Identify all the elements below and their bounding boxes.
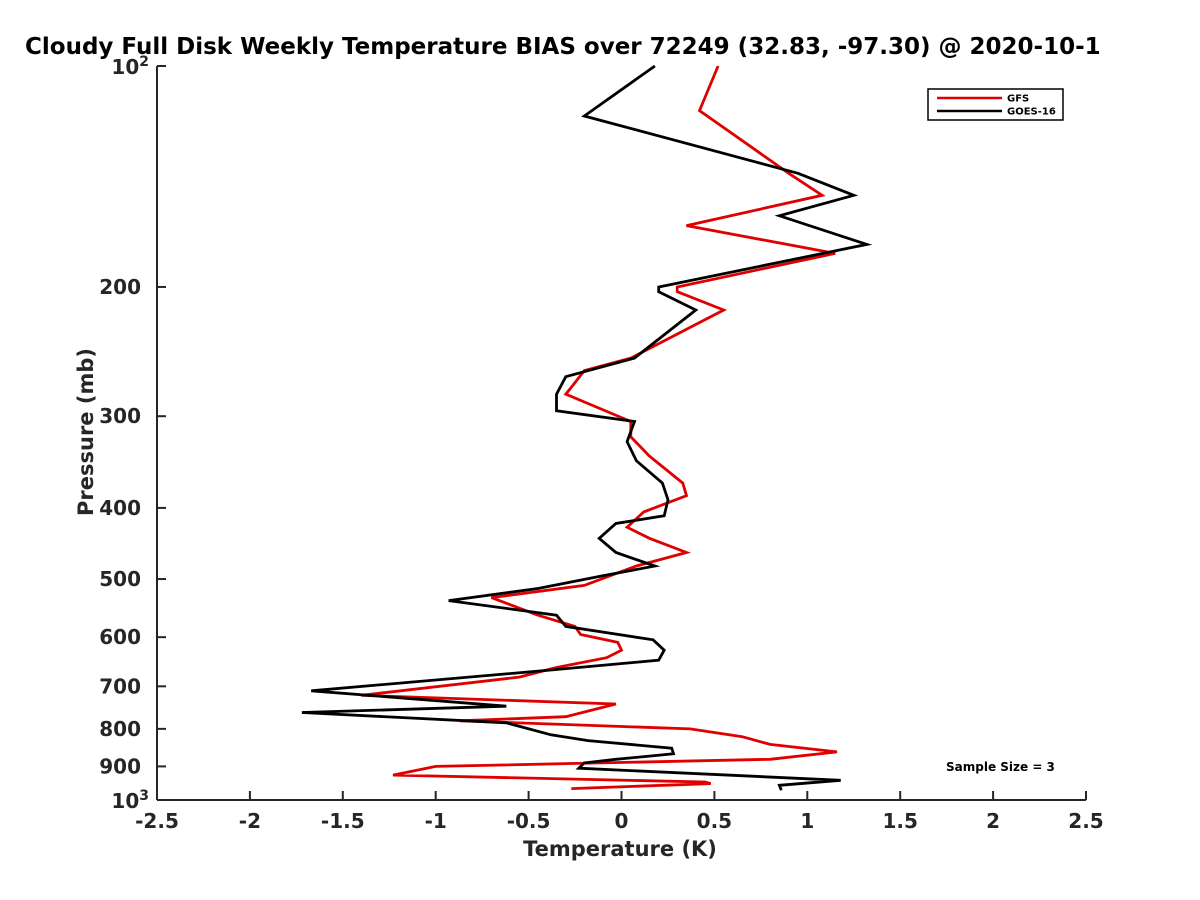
legend-box <box>927 88 1064 121</box>
legend-label-gfs: GFS <box>1007 94 1029 105</box>
y-tick-label: 700 <box>99 674 141 698</box>
y-axis-label: Pressure (mb) <box>74 348 98 516</box>
x-tick-label: -1 <box>425 809 447 833</box>
series-layer <box>301 64 873 791</box>
x-tick-label: 1 <box>800 809 814 833</box>
y-ticks: 102 200 300 400 500 600 700 800 900 103 <box>99 54 166 813</box>
y-tick-label: 900 <box>99 754 141 778</box>
x-tick-label: -1.5 <box>321 809 365 833</box>
chart-title: Cloudy Full Disk Weekly Temperature BIAS… <box>25 34 1101 60</box>
x-tick-label: 1.5 <box>882 809 917 833</box>
y-tick-label: 300 <box>99 404 141 428</box>
y-tick-label: 400 <box>99 496 141 520</box>
series-line-goes16 <box>301 64 873 791</box>
series-line-gfs <box>361 65 838 790</box>
x-tick-label: -2 <box>239 809 261 833</box>
x-tick-label: 2.5 <box>1068 809 1103 833</box>
y-tick-label: 600 <box>99 625 141 649</box>
y-tick-label: 102 <box>111 54 149 79</box>
legend: GFS GOES-16 <box>927 88 1064 121</box>
y-tick-label: 200 <box>99 275 141 299</box>
sample-size-note: Sample Size = 3 <box>946 760 1055 774</box>
x-axis-label: Temperature (K) <box>523 837 717 861</box>
y-tick-label: 103 <box>111 788 149 813</box>
y-tick-label: 800 <box>99 717 141 741</box>
x-ticks: -2.5 -2 -1.5 -1 -0.5 0 0.5 1 1.5 2 2.5 <box>135 791 1104 833</box>
y-tick-label: 500 <box>99 567 141 591</box>
x-tick-label: -0.5 <box>507 809 551 833</box>
x-tick-label: -2.5 <box>135 809 179 833</box>
x-tick-label: 0.5 <box>697 809 732 833</box>
x-tick-label: 0 <box>615 809 629 833</box>
x-tick-label: 2 <box>986 809 1000 833</box>
legend-label-goes16: GOES-16 <box>1007 107 1056 118</box>
